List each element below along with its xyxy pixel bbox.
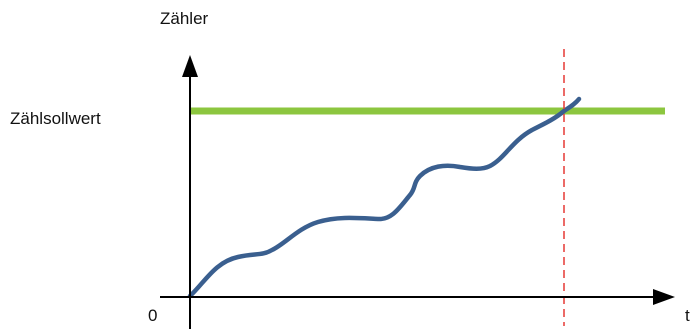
origin-label: 0	[148, 306, 158, 325]
count-curve	[187, 96, 582, 299]
y-axis-arrow-icon	[182, 55, 198, 77]
setpoint-label: Zählsollwert	[10, 109, 101, 128]
x-axis-label: t	[685, 306, 690, 325]
x-axis-arrow-icon	[653, 289, 675, 305]
y-axis-label: Zähler	[160, 9, 209, 28]
